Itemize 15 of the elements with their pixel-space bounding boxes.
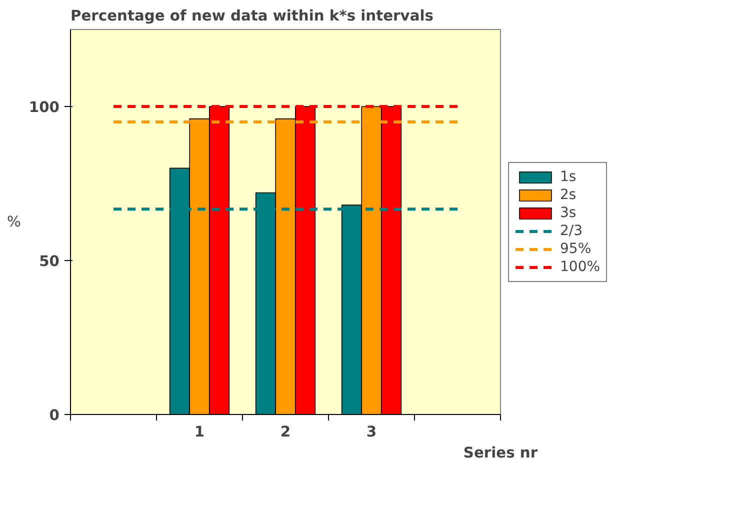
x-tick-label: 1: [194, 424, 205, 440]
y-tick-label: 50: [39, 253, 60, 270]
x-axis-title: Series nr: [463, 444, 538, 462]
legend-label: 2s: [560, 186, 578, 202]
chart-title: Percentage of new data within k*s intervals: [70, 8, 434, 24]
y-tick-label: 0: [49, 407, 60, 424]
legend-label: 2/3: [560, 222, 583, 238]
legend-label: 1s: [560, 168, 578, 184]
y-tick-label: 100: [28, 99, 60, 116]
legend-label: 3s: [560, 204, 578, 220]
x-tick-label: 2: [280, 424, 291, 440]
x-tick-label: 3: [366, 424, 377, 440]
legend-label: 95%: [560, 240, 592, 256]
legend-label: 100%: [560, 258, 600, 274]
y-axis-title: %: [6, 214, 21, 230]
